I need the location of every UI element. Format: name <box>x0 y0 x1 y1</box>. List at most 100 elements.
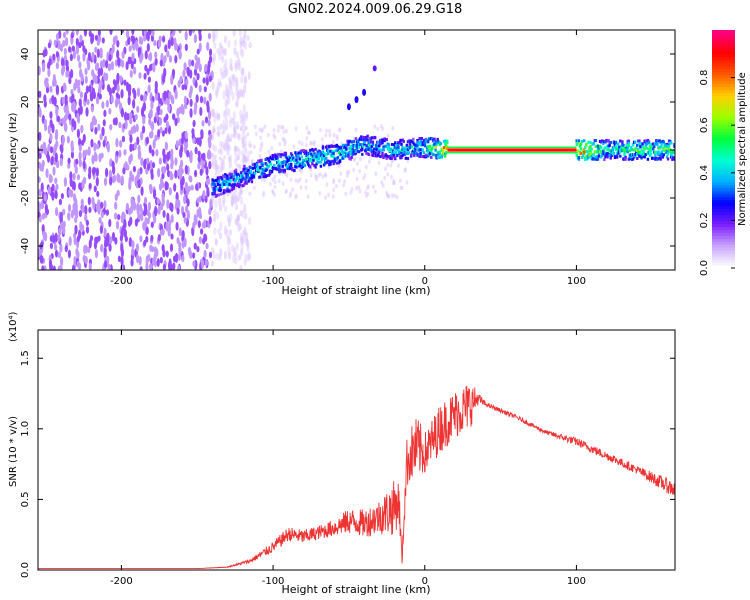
noise-blob <box>239 89 244 98</box>
signal-cell <box>347 142 350 146</box>
noise-blob <box>197 155 201 163</box>
signal-cell <box>423 141 427 145</box>
noise-blob <box>93 241 98 250</box>
signal-cell <box>259 175 262 179</box>
signal-cell <box>392 143 396 147</box>
signal-cell <box>253 171 257 175</box>
noise-blob <box>188 59 192 68</box>
signal-cell <box>590 152 593 156</box>
signal-cell <box>400 142 403 146</box>
noise-blob <box>168 55 173 63</box>
signal-cell <box>369 138 373 142</box>
noise-blob <box>54 207 59 217</box>
noise-blob <box>213 113 217 123</box>
signal-cell <box>281 164 284 168</box>
noise-blob <box>71 45 75 52</box>
noise-blob <box>198 236 202 244</box>
noise-blob <box>172 113 176 120</box>
colorbar-step <box>712 47 735 52</box>
faint-blob <box>273 179 277 185</box>
noise-blob <box>59 243 63 253</box>
signal-cell <box>230 172 233 176</box>
noise-blob <box>65 70 69 78</box>
noise-blob <box>152 189 157 200</box>
signal-cell <box>345 143 348 147</box>
noise-blob <box>219 148 223 156</box>
signal-cell <box>601 139 604 143</box>
colorbar-tick-label: 0.4 <box>699 165 710 181</box>
noise-blob <box>135 123 139 133</box>
noise-blob <box>151 149 155 157</box>
signal-cell <box>301 158 305 162</box>
noise-blob <box>234 204 239 211</box>
noise-blob <box>166 163 170 172</box>
noise-blob <box>87 146 91 157</box>
noise-blob <box>51 123 55 134</box>
faint-blob <box>262 177 266 183</box>
colorbar-step <box>712 30 735 34</box>
noise-blob <box>59 256 64 267</box>
signal-cell <box>613 155 617 159</box>
colorbar-step <box>712 157 735 162</box>
noise-blob <box>199 106 203 117</box>
signal-cell <box>244 178 247 182</box>
noise-blob <box>38 161 41 168</box>
noise-blob <box>132 165 137 173</box>
signal-cell <box>426 145 430 149</box>
noise-blob <box>206 41 210 51</box>
noise-blob <box>54 128 59 139</box>
faint-blob <box>236 147 240 152</box>
colorbar-label: Normalized spectral amplitude <box>737 72 748 226</box>
colorbar-step <box>712 151 735 156</box>
signal-cell <box>336 145 340 149</box>
noise-blob <box>120 107 125 118</box>
signal-cell <box>638 139 641 143</box>
signal-cell <box>413 154 416 158</box>
noise-blob <box>184 181 188 192</box>
signal-cell <box>371 140 375 144</box>
faint-blob <box>292 144 296 149</box>
noise-blob <box>154 207 158 217</box>
noise-blob <box>55 183 59 191</box>
noise-blob <box>121 59 125 68</box>
noise-blob <box>76 235 80 243</box>
colorbar-step <box>712 253 735 257</box>
signal-cell <box>670 141 673 145</box>
faint-blob <box>221 166 225 171</box>
noise-blob <box>146 217 150 225</box>
signal-cell <box>401 153 404 157</box>
faint-blob <box>249 143 252 148</box>
noise-blob <box>102 119 106 127</box>
noise-blob <box>167 104 171 113</box>
noise-blob <box>42 62 46 69</box>
signal-cell <box>224 189 227 193</box>
signal-cell <box>371 154 375 158</box>
noise-blob <box>91 154 95 165</box>
signal-cell <box>327 159 330 163</box>
faint-blob <box>262 193 265 198</box>
noise-blob <box>192 137 196 144</box>
noise-blob <box>246 150 251 159</box>
noise-blob <box>209 198 213 209</box>
signal-cell <box>256 161 259 165</box>
noise-blob <box>186 149 190 158</box>
faint-blob <box>403 168 407 173</box>
colorbar-step <box>712 217 735 221</box>
noise-blob <box>222 119 226 130</box>
signal-cell <box>667 144 671 148</box>
faint-blob <box>270 145 274 151</box>
signal-cell <box>365 144 368 148</box>
noise-blob <box>208 75 212 83</box>
noise-blob <box>203 96 207 105</box>
noise-blob <box>175 221 179 231</box>
signal-cell <box>325 156 328 160</box>
signal-cell <box>354 149 358 153</box>
faint-blob <box>304 142 308 148</box>
signal-cell <box>628 157 632 161</box>
noise-blob <box>119 140 123 148</box>
signal-cell <box>631 143 635 147</box>
noise-blob <box>208 207 212 216</box>
signal-cell <box>272 163 276 167</box>
faint-blob <box>396 163 400 168</box>
noise-blob <box>132 35 136 45</box>
